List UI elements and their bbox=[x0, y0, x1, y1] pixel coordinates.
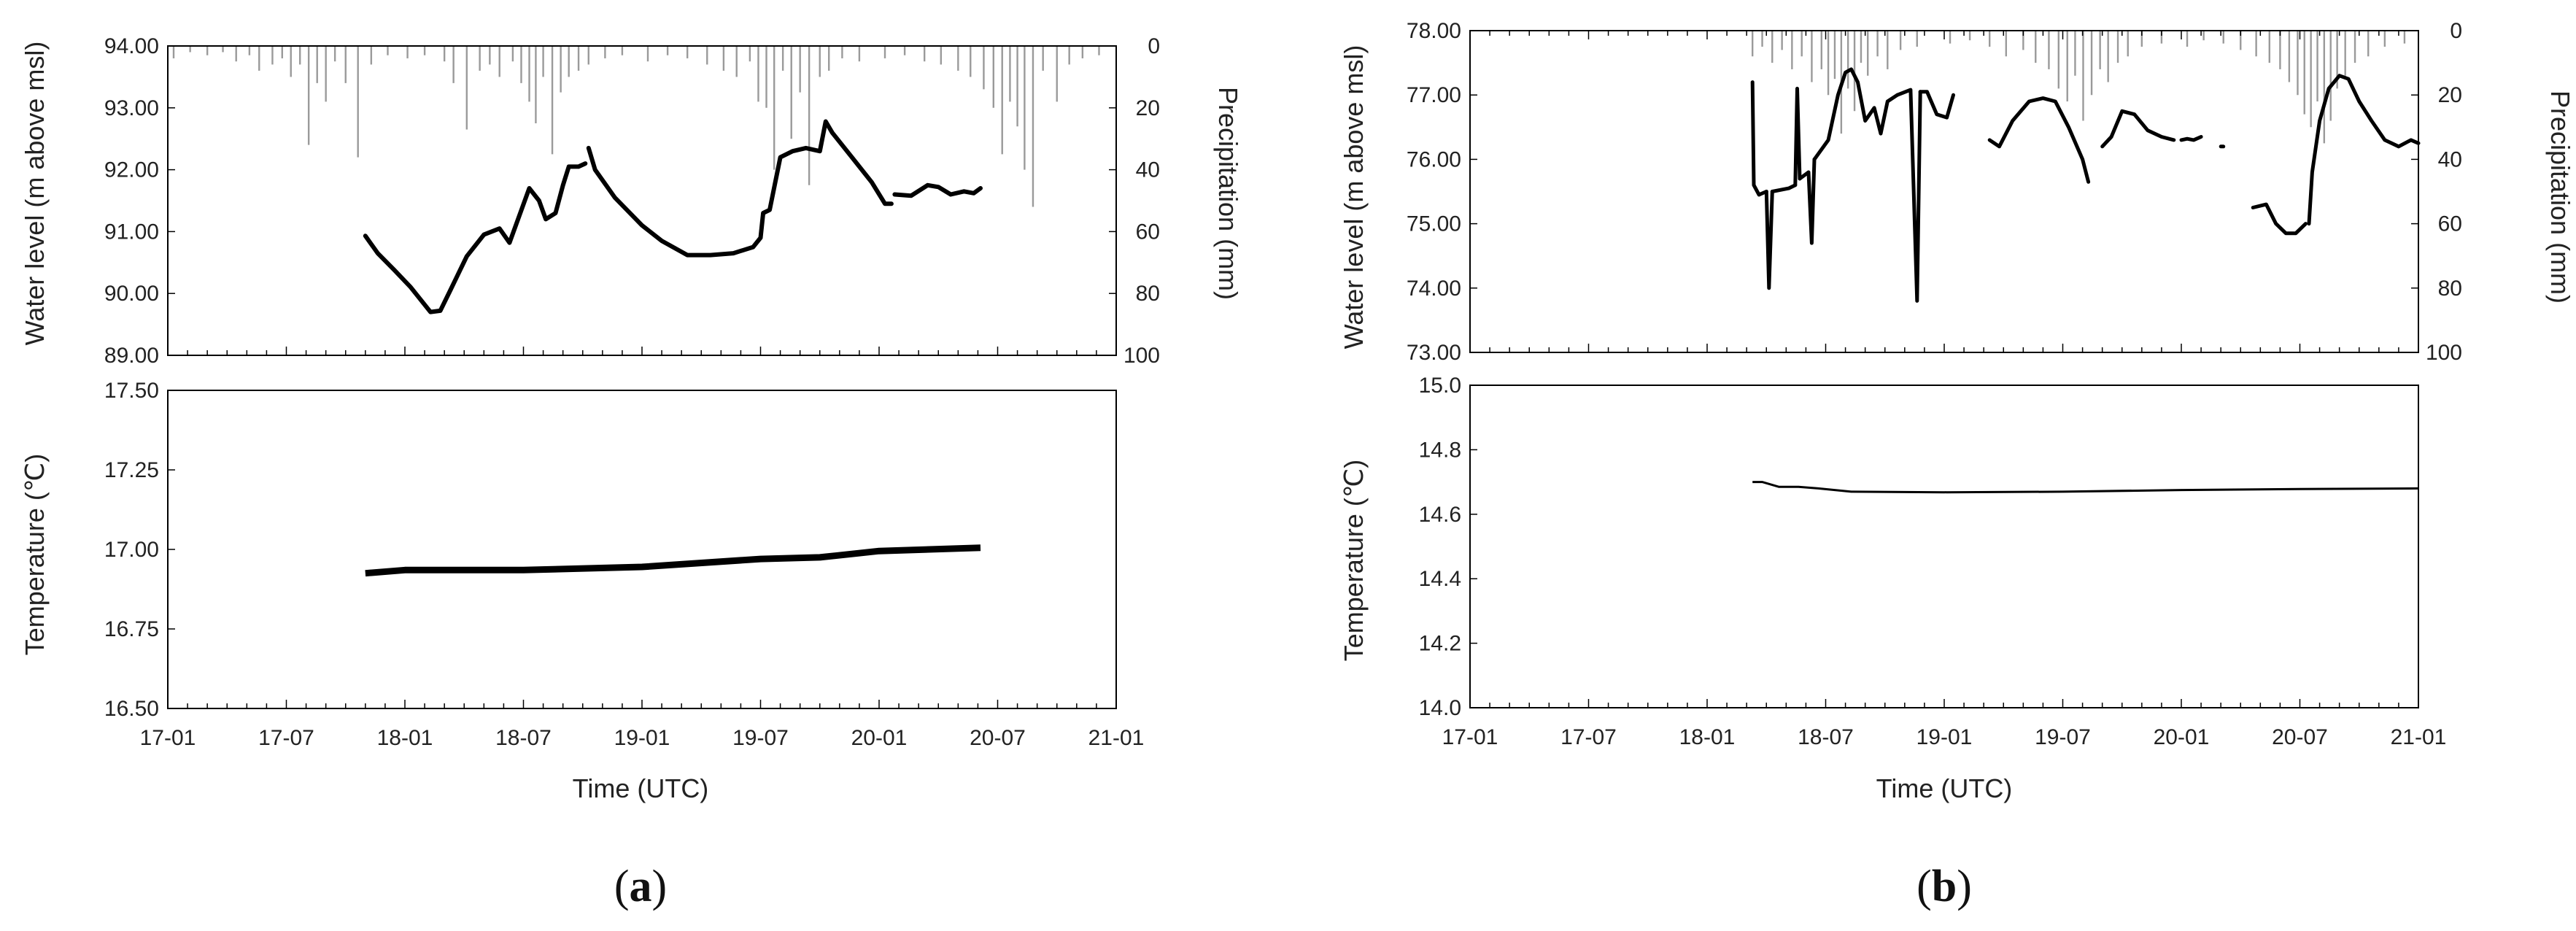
water-level-segment bbox=[2251, 202, 2308, 236]
y-tick-label-temp: 17.25 bbox=[104, 458, 159, 482]
y-tick-label-precip: 80 bbox=[2438, 277, 2462, 301]
x-axis-title-a: Time (UTC) bbox=[573, 773, 709, 803]
x-tick-label: 18-01 bbox=[377, 726, 433, 750]
water-level-segment bbox=[1750, 80, 1768, 197]
plot-frame-top bbox=[167, 45, 1117, 356]
x-tick-label: 17-01 bbox=[140, 726, 196, 750]
y-tick-label-precip: 80 bbox=[1136, 282, 1160, 306]
x-tick-label: 18-01 bbox=[1679, 725, 1736, 749]
x-tick-label: 19-01 bbox=[1916, 725, 1973, 749]
x-tick-label: 21-01 bbox=[1088, 726, 1145, 750]
y-tick-label-precip: 40 bbox=[2438, 147, 2462, 171]
y-tick-label-water: 74.00 bbox=[1407, 277, 1461, 301]
y-tick-label-precip: 40 bbox=[1136, 158, 1160, 182]
y-tick-label-temp: 15.0 bbox=[1419, 374, 1461, 398]
y-tick-label-temp: 14.6 bbox=[1419, 503, 1461, 527]
water-level-segment bbox=[586, 119, 894, 258]
y-tick-label-temp: 14.2 bbox=[1419, 632, 1461, 656]
axes-b: 17-01 17-07 18-01 18-07 19-01 19-07 20-01 20-07… bbox=[1407, 19, 2462, 749]
water-level-segment bbox=[1798, 157, 1817, 245]
water-level-segment bbox=[1987, 96, 2091, 184]
y-tick-label-water: 75.00 bbox=[1407, 212, 1461, 236]
water-level-segment bbox=[2179, 135, 2203, 142]
temperature-segment bbox=[365, 544, 981, 577]
y-tick-label-precip: 0 bbox=[2450, 19, 2462, 43]
x-tick-label: 20-01 bbox=[2154, 725, 2210, 749]
y-axis-title-temperature-b: Temperature (℃) bbox=[1339, 460, 1369, 662]
y-tick-label-temp: 14.4 bbox=[1419, 567, 1461, 591]
y-tick-label-precip: 0 bbox=[1148, 34, 1160, 58]
x-tick-label: 20-01 bbox=[851, 726, 908, 750]
plot-frame-bottom bbox=[1469, 385, 2419, 708]
y-axis-title-water-level-a: Water level (m above msl) bbox=[20, 42, 50, 346]
x-tick-label: 19-07 bbox=[732, 726, 789, 750]
y-tick-label-water: 91.00 bbox=[104, 220, 159, 244]
x-tick-label: 18-07 bbox=[495, 726, 552, 750]
axes-a: 17-01 17-07 18-01 18-07 19-01 19-07 20-01 20-07… bbox=[104, 34, 1160, 750]
y-tick-label-temp: 14.8 bbox=[1419, 438, 1461, 462]
x-tick-label: 17-07 bbox=[258, 726, 314, 750]
water-level-line-b bbox=[1750, 67, 2421, 303]
water-level-segment bbox=[1764, 190, 1774, 290]
panel-label-b: (b) bbox=[1916, 862, 1972, 911]
y-tick-label-precip: 100 bbox=[1123, 344, 1160, 368]
y-tick-label-precip: 100 bbox=[2426, 341, 2462, 365]
y-tick-label-precip: 60 bbox=[1136, 220, 1160, 244]
y-tick-label-precip: 20 bbox=[2438, 83, 2462, 107]
water-level-segment bbox=[1770, 183, 1798, 193]
x-tick-label: 20-07 bbox=[970, 726, 1026, 750]
temperature-line-b bbox=[1752, 481, 2419, 494]
y-axis-title-water-level-b: Water level (m above msl) bbox=[1339, 45, 1369, 349]
y-tick-label-water: 76.00 bbox=[1407, 147, 1461, 171]
temperature-line-a bbox=[365, 544, 981, 577]
x-tick-label: 21-01 bbox=[2391, 725, 2447, 749]
temperature-segment bbox=[1752, 481, 2419, 494]
x-tick-label: 19-01 bbox=[614, 726, 670, 750]
x-tick-label: 19-07 bbox=[2035, 725, 2091, 749]
x-tick-label: 17-07 bbox=[1560, 725, 1617, 749]
water-level-segment bbox=[1812, 67, 1900, 161]
water-level-segment bbox=[2100, 109, 2176, 149]
y-axis-title-temperature-a: Temperature (℃) bbox=[20, 454, 50, 656]
y-tick-label-water: 94.00 bbox=[104, 34, 159, 58]
y-tick-label-precip: 60 bbox=[2438, 212, 2462, 236]
x-tick-label: 18-07 bbox=[1798, 725, 1854, 749]
y-tick-label-water: 77.00 bbox=[1407, 83, 1461, 107]
x-tick-label: 20-07 bbox=[2272, 725, 2328, 749]
y-tick-label-temp: 17.00 bbox=[104, 538, 159, 562]
y-tick-label-water: 90.00 bbox=[104, 282, 159, 306]
y-tick-label-water: 78.00 bbox=[1407, 19, 1461, 43]
water-level-segment bbox=[1895, 88, 1922, 303]
water-level-segment bbox=[2307, 74, 2421, 226]
water-level-segment bbox=[1793, 86, 1802, 188]
y-tick-label-water: 89.00 bbox=[104, 344, 159, 368]
water-level-line-a bbox=[363, 119, 983, 314]
y-tick-label-precip: 20 bbox=[1136, 96, 1160, 120]
y-tick-label-temp: 16.50 bbox=[104, 697, 159, 721]
precipitation-bars-a bbox=[172, 46, 1100, 207]
y-tick-label-water: 92.00 bbox=[104, 158, 159, 182]
panel-a: 17-01 17-07 18-01 18-07 19-01 19-07 20-01 20-07… bbox=[20, 34, 1243, 911]
water-level-segment bbox=[892, 182, 983, 198]
y-tick-label-temp: 14.0 bbox=[1419, 696, 1461, 720]
x-axis-title-b: Time (UTC) bbox=[1876, 773, 2013, 803]
water-level-segment bbox=[363, 161, 588, 314]
plot-frame-top bbox=[1469, 30, 2419, 353]
precipitation-bars-b bbox=[1751, 31, 2406, 144]
water-level-segment bbox=[1918, 90, 1955, 120]
panel-b: 17-01 17-07 18-01 18-07 19-01 19-07 20-01 20-07… bbox=[1339, 19, 2575, 911]
panel-label-a: (a) bbox=[614, 862, 667, 911]
y-tick-label-water: 73.00 bbox=[1407, 341, 1461, 365]
x-tick-label: 17-01 bbox=[1442, 725, 1498, 749]
y-axis-title-precipitation-a: Precipitation (mm) bbox=[1213, 87, 1243, 300]
y-tick-label-temp: 17.50 bbox=[104, 379, 159, 403]
y-axis-title-precipitation-b: Precipitation (mm) bbox=[2545, 90, 2575, 304]
y-tick-label-water: 93.00 bbox=[104, 96, 159, 120]
y-tick-label-temp: 16.75 bbox=[104, 617, 159, 641]
